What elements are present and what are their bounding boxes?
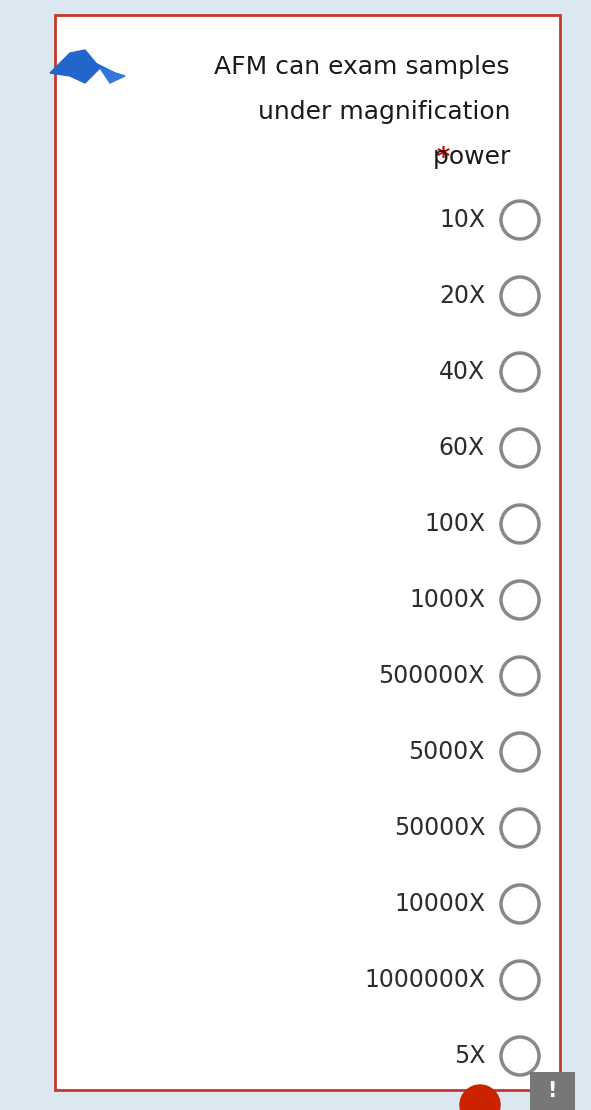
Text: !: ! <box>547 1081 557 1101</box>
Text: under magnification: under magnification <box>258 100 510 124</box>
Text: 1000000X: 1000000X <box>364 968 485 992</box>
Text: 100X: 100X <box>424 512 485 536</box>
Text: power: power <box>424 145 510 169</box>
Text: 5X: 5X <box>454 1045 485 1068</box>
Text: AFM can exam samples: AFM can exam samples <box>215 56 510 79</box>
Text: 40X: 40X <box>439 360 485 384</box>
Text: 10X: 10X <box>439 208 485 232</box>
Circle shape <box>460 1084 500 1110</box>
Polygon shape <box>100 68 125 83</box>
Text: 500000X: 500000X <box>379 664 485 688</box>
Text: *: * <box>437 145 450 169</box>
Text: 20X: 20X <box>439 284 485 307</box>
Text: 60X: 60X <box>439 436 485 460</box>
Text: 5000X: 5000X <box>408 740 485 764</box>
Text: 1000X: 1000X <box>409 588 485 612</box>
Bar <box>530 1072 575 1110</box>
Bar <box>55 16 560 1090</box>
Text: 10000X: 10000X <box>394 892 485 916</box>
Polygon shape <box>95 63 115 78</box>
Text: 50000X: 50000X <box>394 816 485 840</box>
Polygon shape <box>50 50 100 83</box>
